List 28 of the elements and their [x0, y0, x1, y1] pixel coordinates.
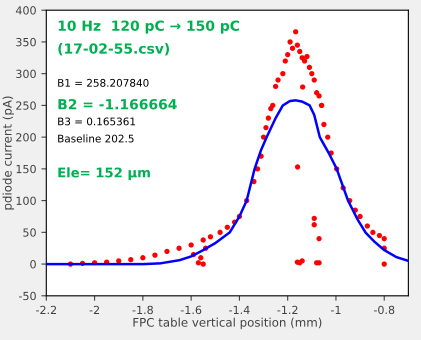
- annotation: 10 Hz 120 pC → 150 pC: [58, 20, 240, 34]
- x-tick-label: -0.8: [374, 306, 394, 314]
- x-tick-label: -2.2: [36, 306, 56, 314]
- x-tick-label: -1.6: [180, 306, 202, 314]
- annotation: Baseline 202.5: [58, 134, 134, 142]
- x-tick-label: -2: [90, 306, 100, 314]
- y-tick-label: 350: [16, 38, 36, 46]
- y-tick-label: 400: [16, 6, 36, 15]
- x-axis-title: FPC table vertical position (mm): [133, 318, 322, 330]
- x-tick-label: -1: [330, 306, 340, 314]
- x-tick-label: -1.4: [229, 306, 250, 314]
- annotation: Ele= 152 µm: [58, 167, 150, 180]
- annotation: B3 = 0.165361: [58, 117, 136, 126]
- y-axis-title: pdiode current (pA): [2, 96, 14, 210]
- y-tick-label: 250: [16, 101, 36, 110]
- x-tick-label: -1.8: [132, 306, 153, 314]
- y-tick-label: 300: [16, 70, 36, 78]
- line-series: [46, 99, 408, 266]
- annotation: B1 = 258.207840: [58, 78, 149, 87]
- annotation: (17-02-55.csv): [58, 43, 170, 56]
- y-tick-label: 100: [16, 196, 36, 205]
- x-tick-label: -1.2: [277, 306, 298, 314]
- y-tick-label: 200: [16, 133, 36, 142]
- y-tick-label: 0: [30, 260, 36, 268]
- y-tick-label: 50: [23, 228, 36, 237]
- y-tick-label: 150: [16, 164, 36, 174]
- y-tick-label: -50: [18, 292, 36, 300]
- annotation: B2 = -1.166664: [58, 98, 177, 110]
